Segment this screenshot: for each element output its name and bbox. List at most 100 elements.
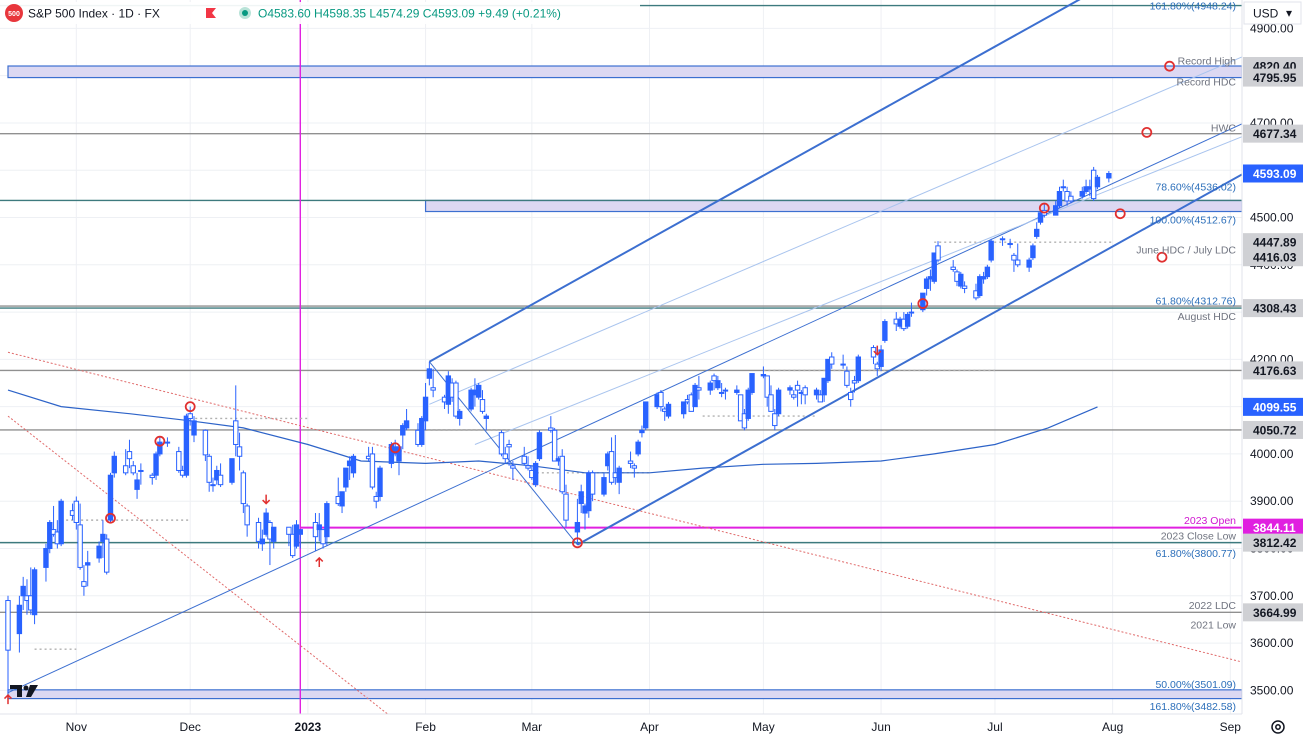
candle-body bbox=[559, 455, 565, 493]
candle-137 bbox=[768, 385, 774, 412]
chevron-down-icon: ▾ bbox=[1286, 6, 1292, 20]
price-tag-10: 3844.11 bbox=[1243, 518, 1303, 537]
candle-body bbox=[1026, 259, 1032, 268]
candle-105 bbox=[589, 470, 596, 502]
candle-body bbox=[639, 429, 645, 434]
candle-14 bbox=[81, 565, 87, 596]
candle-body bbox=[1094, 176, 1101, 188]
candle-141 bbox=[791, 390, 797, 400]
candle-body bbox=[255, 521, 262, 542]
candle-37 bbox=[210, 477, 216, 492]
candle-body bbox=[430, 387, 436, 391]
candle-150 bbox=[840, 354, 846, 369]
candle-body bbox=[760, 373, 767, 377]
market-status-icon[interactable] bbox=[239, 7, 251, 19]
candle-40 bbox=[229, 458, 235, 485]
candle-body bbox=[680, 401, 687, 415]
candle-136 bbox=[764, 375, 770, 407]
candle-body bbox=[483, 415, 489, 419]
level-label-14: 50.00%(3501.09) bbox=[1155, 679, 1236, 691]
price-tag-label: 4176.63 bbox=[1253, 364, 1297, 378]
level-label-12: 2022 LDC bbox=[1189, 600, 1237, 612]
candle-body bbox=[764, 375, 770, 398]
candle-body bbox=[479, 399, 486, 412]
candle-162 bbox=[904, 312, 911, 329]
pivot-marker-0 bbox=[154, 435, 166, 447]
candle-164 bbox=[920, 292, 926, 313]
time-tick-6: May bbox=[752, 720, 775, 734]
candle-165 bbox=[923, 276, 930, 296]
candle-body bbox=[100, 533, 106, 542]
time-axis[interactable]: Nov Dec 2023 Feb Mar Apr May Jun Jul Aug Sep bbox=[66, 720, 1242, 734]
candle-32 bbox=[183, 413, 190, 478]
candle-body bbox=[510, 465, 516, 469]
candle-body bbox=[453, 382, 459, 417]
candle-76 bbox=[430, 368, 436, 398]
candle-142 bbox=[794, 380, 801, 407]
candle-body bbox=[126, 451, 133, 460]
candle-181 bbox=[1015, 243, 1021, 268]
candle-body bbox=[601, 477, 607, 495]
candle-body bbox=[1007, 243, 1013, 246]
price-tag-box bbox=[1243, 233, 1303, 252]
symbol-title[interactable]: S&P 500 Index · 1D · FX bbox=[28, 7, 160, 21]
candle-body bbox=[745, 389, 751, 419]
candle-26 bbox=[149, 472, 155, 485]
candle-body bbox=[297, 529, 303, 535]
channel-upper-line bbox=[428, 0, 1081, 363]
candle-140 bbox=[787, 385, 793, 395]
arrow-down-marker-1 bbox=[873, 345, 882, 356]
candle-132 bbox=[741, 409, 748, 431]
candle-6 bbox=[43, 543, 49, 582]
candle-body bbox=[400, 425, 406, 436]
candle-body bbox=[923, 278, 930, 289]
price-axis[interactable]: 4900.004800.004700.004600.004500.004400.… bbox=[1250, 21, 1294, 697]
candle-20 bbox=[111, 451, 117, 478]
candle-57 bbox=[324, 501, 330, 547]
header-background bbox=[0, 2, 640, 24]
price-tag-8: 4099.55 bbox=[1243, 397, 1303, 416]
candle-178 bbox=[999, 236, 1006, 246]
candle-106 bbox=[601, 472, 607, 497]
price-tag-box bbox=[1243, 68, 1303, 87]
candle-body bbox=[829, 356, 835, 365]
candle-body bbox=[77, 524, 83, 568]
candle-body bbox=[768, 394, 774, 412]
candle-body bbox=[187, 413, 193, 419]
time-tick-1: Dec bbox=[180, 720, 201, 734]
candle-body bbox=[711, 375, 717, 382]
candle-71 bbox=[403, 409, 410, 431]
candle-66 bbox=[377, 465, 383, 502]
candle-body bbox=[999, 238, 1006, 241]
candle-148 bbox=[825, 358, 831, 384]
candle-174 bbox=[977, 274, 983, 298]
price-tag-box bbox=[1243, 533, 1303, 552]
candle-144 bbox=[802, 385, 808, 405]
trend-lines bbox=[7, 0, 1303, 715]
candle-body bbox=[217, 474, 224, 486]
candle-75 bbox=[426, 361, 433, 386]
candle-body bbox=[377, 467, 383, 497]
symbol-badge[interactable] bbox=[5, 4, 23, 22]
candle-13 bbox=[77, 503, 83, 570]
candle-28 bbox=[157, 437, 163, 457]
price-tag-11: 3812.42 bbox=[1243, 533, 1303, 552]
flag-icon[interactable] bbox=[205, 7, 217, 19]
candle-87 bbox=[498, 430, 505, 457]
currency-selector[interactable]: USD ▾ bbox=[1243, 1, 1302, 25]
candle-body bbox=[574, 521, 581, 533]
candle-body bbox=[722, 389, 729, 392]
candle-53 bbox=[297, 529, 303, 549]
currency-label: USD bbox=[1253, 7, 1279, 21]
gear-icon[interactable] bbox=[1271, 720, 1285, 734]
price-tag-3: 4593.09 bbox=[1243, 164, 1303, 183]
candle-43 bbox=[240, 470, 247, 514]
candle-body bbox=[578, 491, 584, 505]
candle-100 bbox=[563, 484, 569, 528]
candle-body bbox=[111, 455, 117, 474]
candle-145 bbox=[813, 387, 820, 400]
candle-body bbox=[658, 391, 664, 408]
